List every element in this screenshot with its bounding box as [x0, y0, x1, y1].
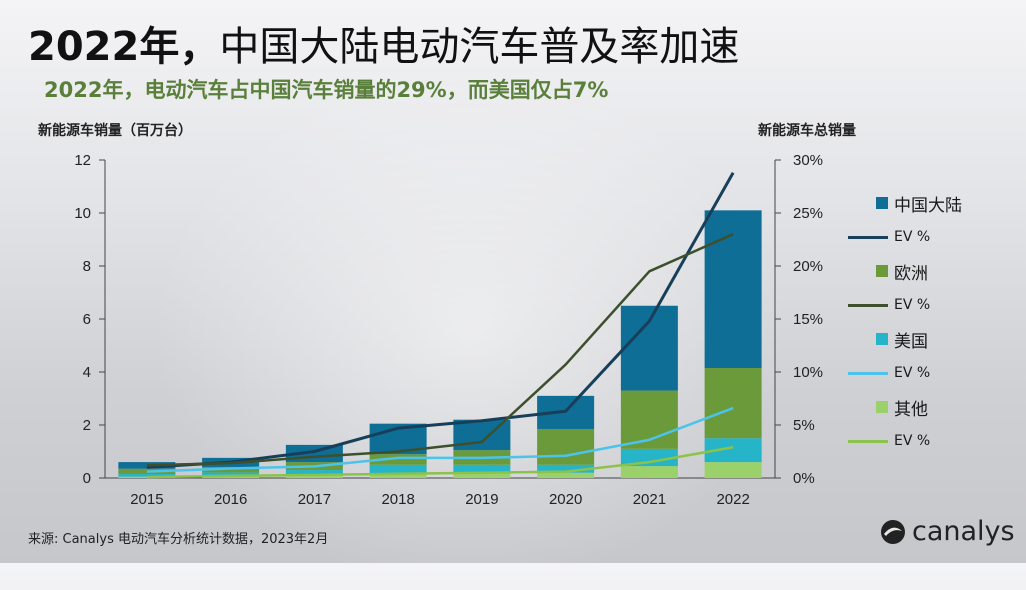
- canalys-swirl-icon: [881, 519, 905, 544]
- legend-item-line: EV %: [844, 356, 1014, 390]
- y-tick-label: 6: [83, 311, 91, 328]
- title-text: 中国大陆电动汽车普及率加速: [219, 24, 740, 70]
- x-tick-label: 2022: [716, 491, 749, 508]
- legend-item-box: 欧洲: [844, 254, 1014, 288]
- bar-segment: [118, 476, 176, 478]
- canalys-logo: canalys: [880, 516, 1015, 547]
- bar-segment: [537, 464, 595, 473]
- source-note: 来源: Canalys 电动汽车分析统计数据，2023年2月: [28, 532, 329, 547]
- x-tick-label: 2020: [549, 491, 582, 508]
- legend-label: EV %: [894, 229, 931, 245]
- y2-tick-label: 10%: [793, 364, 823, 381]
- y-tick-label: 4: [83, 364, 91, 381]
- bar-segment: [202, 472, 260, 477]
- legend-item-line: EV %: [844, 424, 1014, 458]
- bar-segment: [704, 462, 762, 478]
- y2-tick-label: 30%: [793, 152, 823, 169]
- chart-legend: 中国大陆 EV % 欧洲 EV % 美国 EV % 其他 EV %: [844, 186, 1014, 458]
- legend-label: EV %: [894, 433, 931, 449]
- bar-segment: [285, 475, 343, 478]
- legend-label: EV %: [894, 297, 931, 313]
- x-tick-label: 2018: [381, 491, 414, 508]
- page-title: 2022年，中国大陆电动汽车普及率加速: [28, 14, 739, 72]
- y2-tick-label: 25%: [793, 205, 823, 222]
- y2-tick-label: 15%: [793, 311, 823, 328]
- bar-segment: [704, 210, 762, 369]
- ev-percent-line: [146, 233, 734, 467]
- bar-segment: [537, 428, 595, 465]
- bar-segment: [537, 472, 595, 478]
- bar-segment: [369, 454, 427, 465]
- ev-percent-line: [146, 406, 734, 473]
- y-axis-label: 新能源车销量（百万台）: [38, 123, 192, 139]
- bar-segment: [118, 474, 176, 477]
- ev-percent-line: [146, 171, 735, 469]
- legend-color-swatch: [876, 265, 888, 277]
- legend-item-box: 其他: [844, 390, 1014, 424]
- legend-label: 美国: [894, 331, 928, 352]
- legend-line-swatch: [848, 439, 888, 443]
- legend-item-line: EV %: [844, 220, 1014, 254]
- x-tick-label: 2016: [214, 491, 247, 508]
- legend-color-swatch: [876, 401, 888, 413]
- title-year: 2022年，: [28, 24, 220, 70]
- bar-segment: [453, 472, 511, 478]
- legend-item-box: 美国: [844, 322, 1014, 356]
- y-tick-label: 12: [74, 152, 91, 169]
- legend-line-swatch: [848, 371, 888, 375]
- y-tick-label: 2: [83, 417, 91, 434]
- legend-label: 欧洲: [894, 263, 928, 284]
- bar-segment: [369, 474, 427, 478]
- bar-segment: [202, 467, 260, 473]
- legend-color-swatch: [876, 333, 888, 345]
- y-tick-label: 0: [83, 470, 91, 487]
- chart-plot: 0 2 4 6 8 10 12 0% 5% 10% 15% 20% 25% 30% 2015 2016 2017…: [74, 152, 823, 508]
- legend-color-swatch: [876, 197, 888, 209]
- bar-segment: [704, 438, 762, 463]
- subtitle: 2022年，电动汽车占中国汽车销量的29%，而美国仅占7%: [44, 78, 609, 102]
- bar-segment: [285, 470, 343, 476]
- x-tick-label: 2015: [130, 491, 163, 508]
- y2-tick-label: 0%: [793, 470, 815, 487]
- bar-segment: [620, 466, 678, 478]
- legend-label: 其他: [894, 399, 928, 420]
- x-tick-label: 2021: [633, 491, 666, 508]
- ev-percent-line: [146, 446, 734, 479]
- y-tick-label: 10: [74, 205, 91, 222]
- bar-segment: [704, 368, 762, 439]
- y2-tick-label: 5%: [793, 417, 815, 434]
- bar-segment: [620, 448, 678, 467]
- bar-segment: [453, 464, 511, 473]
- legend-label: EV %: [894, 365, 931, 381]
- x-tick-label: 2019: [465, 491, 498, 508]
- legend-label: 中国大陆: [894, 195, 962, 216]
- y2-tick-label: 20%: [793, 258, 823, 275]
- y-tick-label: 8: [83, 258, 91, 275]
- legend-line-swatch: [848, 235, 888, 239]
- logo-text: canalys: [912, 516, 1015, 547]
- legend-line-swatch: [848, 303, 888, 307]
- bar-segment: [202, 476, 260, 478]
- bar-segment: [369, 464, 427, 475]
- bar-segment: [118, 462, 176, 469]
- legend-item-box: 中国大陆: [844, 186, 1014, 220]
- x-tick-label: 2017: [298, 491, 331, 508]
- legend-item-line: EV %: [844, 288, 1014, 322]
- y2-axis-label: 新能源车总销量: [758, 123, 856, 139]
